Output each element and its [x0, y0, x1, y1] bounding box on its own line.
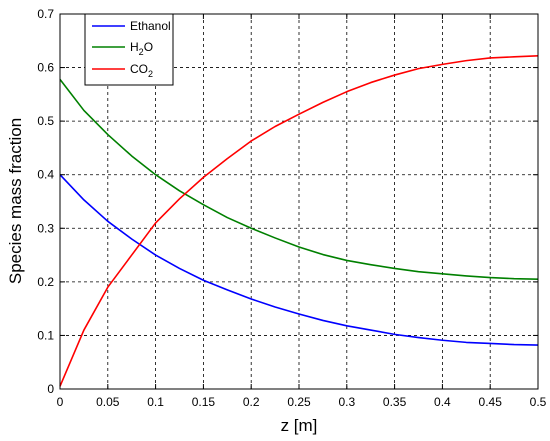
legend-label-co2: CO2: [130, 62, 153, 79]
series-line-h2o: [59, 78, 539, 280]
tick-labels: 0 0.05 0.1 0.15 0.2 0.25 0.3 0.35 0.4 0.45 0.5 0 0.1…: [37, 7, 546, 409]
x-tick-label: 0.5: [530, 395, 547, 409]
y-tick-label: 0.4: [37, 168, 54, 182]
y-tick-label: 0.1: [37, 328, 54, 342]
y-tick-label: 0.5: [37, 114, 54, 128]
x-tick-label: 0.3: [338, 395, 355, 409]
y-tick-label: 0.3: [37, 221, 54, 235]
x-tick-label: 0.4: [434, 395, 451, 409]
ticks: [59, 13, 539, 390]
x-tick-label: 0.35: [383, 395, 407, 409]
x-tick-label: 0.1: [147, 395, 164, 409]
grid: [60, 14, 538, 389]
y-tick-label: 0.6: [37, 61, 54, 75]
x-axis-label: z [m]: [281, 416, 318, 435]
y-tick-label: 0: [47, 382, 54, 396]
series-lines: [59, 54, 539, 387]
x-tick-label: 0: [57, 395, 64, 409]
legend-label-h2o: H2O: [130, 40, 153, 57]
y-tick-label: 0.2: [37, 275, 54, 289]
legend: Ethanol H2O CO2: [84, 13, 174, 86]
x-tick-label: 0.45: [479, 395, 503, 409]
x-tick-label: 0.15: [192, 395, 216, 409]
x-tick-label: 0.05: [96, 395, 120, 409]
y-tick-label: 0.7: [37, 7, 54, 21]
series-line-co2: [59, 54, 539, 387]
y-axis-label: Species mass fraction: [6, 118, 25, 284]
x-tick-label: 0.2: [243, 395, 260, 409]
legend-label-ethanol: Ethanol: [130, 19, 171, 33]
x-tick-label: 0.25: [287, 395, 311, 409]
